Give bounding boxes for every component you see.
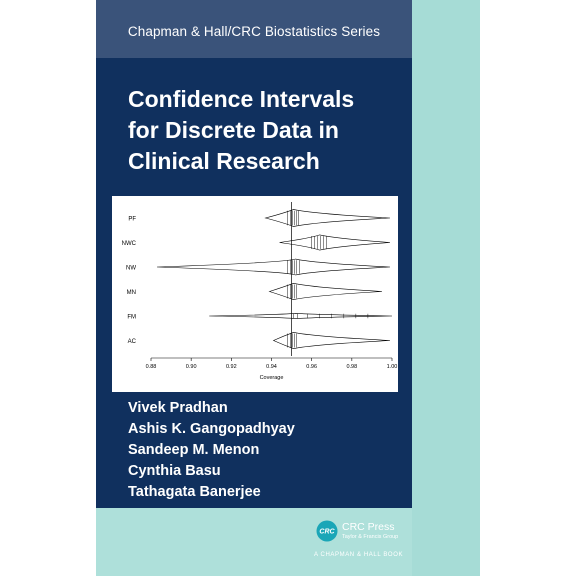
x-tick-label: 0.96 bbox=[306, 364, 317, 370]
series-title: Chapman & Hall/CRC Biostatistics Series bbox=[127, 24, 381, 39]
author-name: Vivek Pradhan bbox=[128, 400, 228, 416]
violin-mn bbox=[268, 283, 382, 300]
violin-ac bbox=[272, 332, 391, 349]
publisher-group: Taylor & Francis Group bbox=[342, 534, 399, 540]
coverage-plot-svg: PF NWC NW MN FM AC 0.88 0.90 0.92 0.94 0.96 0.98 1.0… bbox=[122, 202, 398, 381]
book-cover: Chapman & Hall/CRC Biostatistics Series … bbox=[96, 0, 480, 576]
publisher-name: CRC Press bbox=[342, 521, 395, 533]
violin-fm bbox=[209, 313, 393, 319]
author-name: Tathagata Banerjee bbox=[128, 484, 261, 500]
title-line: Clinical Research bbox=[128, 148, 320, 174]
category-label-nw: NW bbox=[126, 265, 136, 271]
category-label-ac: AC bbox=[128, 339, 137, 345]
author-list: Vivek Pradhan Ashis K. Gangopadhyay Sand… bbox=[128, 398, 398, 503]
teal-side-strip bbox=[412, 0, 480, 576]
bottom-band bbox=[96, 508, 412, 576]
x-tick-label: 1.00 bbox=[387, 364, 398, 370]
x-tick-label: 0.90 bbox=[186, 364, 197, 370]
series-band: Chapman & Hall/CRC Biostatistics Series bbox=[96, 0, 412, 58]
publisher-imprint: A CHAPMAN & HALL BOOK bbox=[314, 552, 404, 558]
author-name: Cynthia Basu bbox=[128, 463, 221, 479]
category-label-mn: MN bbox=[127, 290, 136, 296]
category-label-fm: FM bbox=[127, 314, 136, 320]
crc-press-logo-icon: CRC bbox=[316, 520, 338, 542]
category-label-pf: PF bbox=[128, 216, 136, 222]
title-line: Confidence Intervals bbox=[128, 86, 355, 112]
title-line: for Discrete Data in bbox=[128, 117, 339, 143]
x-tick-label: 0.92 bbox=[226, 364, 237, 370]
x-tick-label: 0.98 bbox=[346, 364, 357, 370]
crc-logo-text: CRC bbox=[319, 529, 335, 536]
category-label-nwc: NWC bbox=[122, 241, 137, 247]
author-name: Sandeep M. Menon bbox=[128, 442, 260, 458]
violin-nw bbox=[157, 258, 391, 276]
x-tick-label: 0.94 bbox=[266, 364, 277, 370]
x-tick-label: 0.88 bbox=[146, 364, 157, 370]
violin-nwc bbox=[279, 234, 391, 251]
violin-pf bbox=[264, 209, 391, 227]
x-axis-label: Coverage bbox=[260, 375, 284, 381]
author-name: Ashis K. Gangopadhyay bbox=[128, 421, 295, 437]
coverage-plot: PF NWC NW MN FM AC 0.88 0.90 0.92 0.94 0.96 0.98 1.0… bbox=[112, 196, 398, 392]
publisher-logo-block: CRC CRC Press Taylor & Francis Group A C… bbox=[314, 518, 410, 568]
book-title: Confidence Intervals for Discrete Data i… bbox=[128, 84, 408, 177]
